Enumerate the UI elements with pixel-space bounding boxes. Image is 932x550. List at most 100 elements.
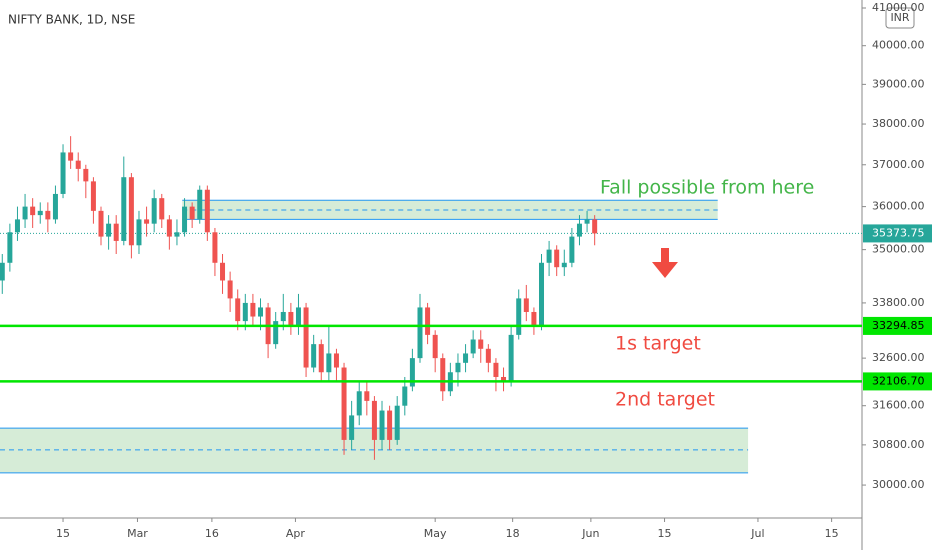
- level-label: 33294.85: [872, 319, 925, 332]
- candle-body: [159, 198, 165, 220]
- currency: INR: [890, 11, 909, 24]
- candle-body: [409, 358, 415, 387]
- candle-body: [311, 344, 317, 368]
- candle-body: [22, 206, 28, 220]
- candle-body: [485, 348, 491, 363]
- candle-body: [250, 302, 256, 317]
- candle-body: [14, 219, 20, 233]
- x-tick-label: 16: [205, 527, 219, 540]
- candle-body: [463, 353, 469, 363]
- candle-body: [83, 168, 89, 182]
- x-tick-label: May: [424, 527, 447, 540]
- candle-body: [303, 307, 309, 368]
- candle-body: [212, 232, 218, 263]
- candle-body: [531, 311, 537, 326]
- candle-body: [576, 223, 582, 237]
- candle-body: [478, 339, 484, 349]
- candle-body: [349, 415, 355, 440]
- currency-box: [885, 7, 915, 29]
- chart-title: NIFTY BANK, 1D, NSE: [8, 13, 135, 27]
- candle-body: [98, 210, 104, 237]
- plot-area: [0, 136, 862, 474]
- y-tick-label: 31600.00: [872, 399, 925, 412]
- candle-body: [45, 210, 51, 220]
- candle-body: [546, 249, 552, 263]
- candle-body: [432, 334, 438, 359]
- level-label-box: [863, 316, 932, 335]
- candle-body: [371, 400, 377, 440]
- y-tick-label: 38000.00: [872, 117, 925, 130]
- candle-body: [417, 307, 423, 359]
- candle-body: [402, 386, 408, 406]
- annotation: Fall possible from here: [600, 177, 814, 199]
- candle-body: [106, 223, 112, 237]
- candle-body: [136, 219, 142, 246]
- candle-body: [425, 307, 431, 335]
- candle-body: [128, 177, 134, 246]
- x-tick-label: 15: [825, 527, 839, 540]
- candle-body: [318, 344, 324, 373]
- x-tick-label: Jun: [581, 527, 599, 540]
- candle-body: [501, 376, 507, 382]
- candle-body: [7, 232, 13, 263]
- candle-body: [493, 362, 499, 377]
- candle-body: [204, 189, 210, 233]
- candle-body: [379, 410, 385, 440]
- candle-body: [523, 298, 529, 312]
- candle-body: [333, 353, 339, 368]
- candle-body: [280, 311, 286, 322]
- candle-body: [295, 307, 301, 326]
- y-tick-label: 39000.00: [872, 77, 925, 90]
- candle-body: [440, 358, 446, 392]
- candle-body: [227, 280, 233, 299]
- annotation: 2nd target: [615, 389, 715, 411]
- candle-body: [387, 410, 393, 440]
- candle-body: [508, 334, 514, 382]
- level-label: 32106.70: [872, 374, 925, 387]
- candle-body: [30, 206, 36, 216]
- candle-body: [539, 262, 545, 326]
- candle-body: [273, 321, 279, 345]
- x-tick-label: 15: [56, 527, 70, 540]
- y-tick-label: 40000.00: [872, 39, 925, 52]
- candle-body: [242, 302, 248, 322]
- candle-body: [569, 236, 575, 263]
- x-tick-label: Apr: [286, 527, 306, 540]
- x-tick-label: 18: [506, 527, 520, 540]
- candle-body: [90, 181, 96, 211]
- zone: [182, 200, 718, 220]
- last-price-label: 35373.75: [872, 226, 925, 239]
- candle-body: [182, 206, 188, 233]
- candle-body: [470, 339, 476, 354]
- candle-body: [144, 219, 150, 224]
- candle-body: [189, 206, 195, 220]
- y-tick-label: 37000.00: [872, 158, 925, 171]
- last-price-box: [863, 224, 932, 243]
- candle-body: [554, 249, 560, 268]
- y-tick-label: 30000.00: [872, 478, 925, 491]
- candle-body: [235, 298, 241, 322]
- candle-body: [516, 298, 522, 335]
- candle-body: [455, 362, 461, 373]
- y-tick-label: 36000.00: [872, 200, 925, 213]
- candle-body: [174, 232, 180, 237]
- y-tick-label: 33800.00: [872, 296, 925, 309]
- candle-body: [394, 405, 400, 440]
- candle-body: [37, 210, 43, 216]
- candle-body: [75, 160, 81, 169]
- level-label-box: [863, 372, 932, 391]
- candle-body: [584, 219, 590, 224]
- candle-body: [257, 307, 263, 317]
- candle-body: [364, 391, 370, 401]
- down-arrow: [652, 248, 678, 278]
- candle-body: [197, 189, 203, 220]
- candle-body: [121, 177, 127, 241]
- candle-body: [326, 353, 332, 373]
- candle-body: [68, 152, 74, 161]
- x-tick-label: Jul: [750, 527, 764, 540]
- candle-body: [288, 311, 294, 326]
- candle-body: [113, 223, 119, 241]
- candle-body: [341, 367, 347, 440]
- candle-body: [52, 193, 58, 220]
